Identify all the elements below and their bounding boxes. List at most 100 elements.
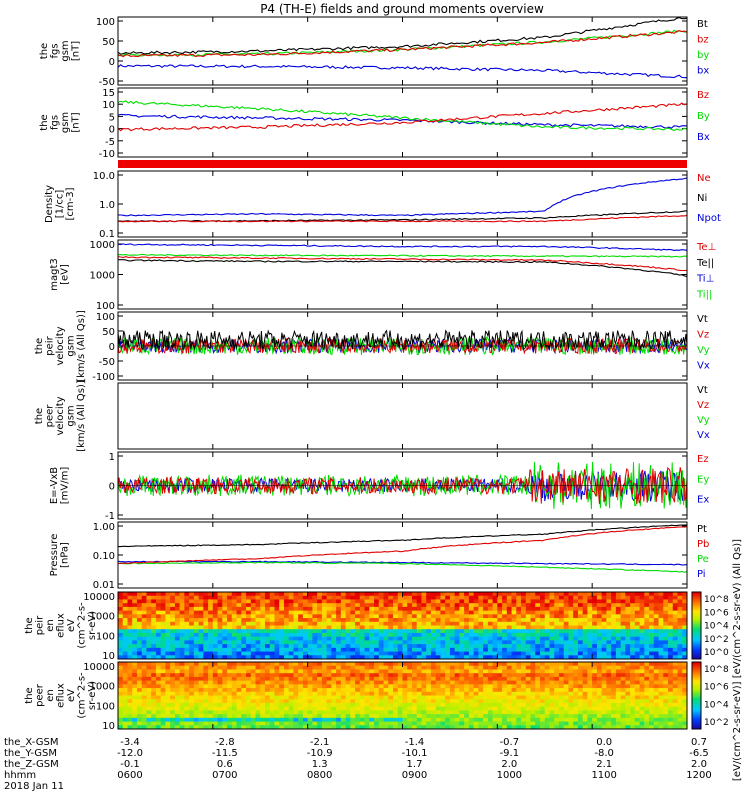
ylabel-line: [1/cc] <box>55 190 66 219</box>
heat-cell <box>440 614 446 619</box>
heat-cell <box>668 610 674 615</box>
heat-cell <box>506 662 513 667</box>
heat-cell <box>558 592 565 597</box>
heat-cell <box>544 680 551 685</box>
heat-cell <box>454 684 460 689</box>
heat-cell <box>298 691 304 697</box>
heat-cell <box>264 592 271 597</box>
heat-cell <box>549 595 555 601</box>
ytick-label: 100 <box>96 301 115 312</box>
heat-cell <box>611 629 617 634</box>
heat-cell <box>582 599 589 604</box>
heat-cell <box>497 651 503 656</box>
heat-cell <box>558 644 565 649</box>
heat-cell <box>293 702 299 708</box>
heat-cell <box>293 599 299 604</box>
colorbar-step <box>692 608 701 611</box>
heat-cell <box>454 691 460 697</box>
heat-cell <box>350 603 356 608</box>
heat-cell <box>355 676 361 682</box>
heat-cell <box>563 721 570 726</box>
heat-cell <box>274 669 280 674</box>
heat-cell <box>449 717 456 723</box>
heat-cell <box>473 595 479 601</box>
heat-cell <box>326 673 332 678</box>
heat-cell <box>663 621 669 627</box>
heat-cell <box>449 632 456 638</box>
heat-cell <box>293 640 299 645</box>
heat-cell <box>250 714 257 719</box>
ytick-label: 10.0 <box>93 171 115 182</box>
heat-cell <box>540 676 546 682</box>
heat-cell <box>430 606 437 612</box>
heat-cell <box>198 595 204 601</box>
heat-cell <box>321 721 328 726</box>
heat-cell <box>378 644 385 649</box>
heat-cell <box>264 665 271 671</box>
heat-cell <box>435 699 442 704</box>
colorbar-step <box>692 693 701 696</box>
heat-cell <box>122 706 129 711</box>
heat-cell <box>217 695 223 700</box>
heat-cell <box>283 606 290 612</box>
heat-cell <box>421 695 427 700</box>
heat-cell <box>445 603 451 608</box>
heat-cell <box>497 632 503 638</box>
heat-cell <box>625 725 631 729</box>
heat-cell <box>649 695 655 700</box>
heat-cell <box>634 684 641 689</box>
heat-cell <box>250 725 257 729</box>
heat-cell <box>521 632 527 638</box>
heat-cell <box>516 702 522 708</box>
heat-cell <box>478 592 484 597</box>
heat-cell <box>350 610 356 615</box>
heat-cell <box>321 655 328 659</box>
heat-cell <box>212 695 219 700</box>
heat-cell <box>236 629 242 634</box>
heat-cell <box>582 717 589 723</box>
heat-cell <box>184 632 190 638</box>
heat-cell <box>497 702 503 708</box>
heat-cell <box>293 725 299 729</box>
heat-cell <box>516 603 522 608</box>
heat-cell <box>478 595 484 601</box>
heat-cell <box>288 706 295 711</box>
heat-cell <box>132 647 138 653</box>
heat-cell <box>449 644 456 649</box>
heat-cell <box>464 662 470 667</box>
heat-cell <box>611 603 617 608</box>
heat-cell <box>630 603 636 608</box>
heat-cell <box>445 673 451 678</box>
heat-cell <box>592 706 598 711</box>
series-Ey <box>118 461 687 510</box>
heat-cell <box>227 599 233 604</box>
heat-cell <box>449 665 456 671</box>
heat-cell <box>136 669 143 674</box>
heat-cell <box>364 647 370 653</box>
heat-cell <box>573 702 579 708</box>
heat-cell <box>279 721 285 726</box>
heat-cell <box>141 688 148 693</box>
heat-cell <box>378 655 385 659</box>
heat-cell <box>558 599 565 604</box>
heat-cell <box>454 632 460 638</box>
heat-cell <box>677 640 683 645</box>
heat-cell <box>506 702 513 708</box>
heat-cell <box>122 599 129 604</box>
heat-cell <box>260 662 266 667</box>
heat-cell <box>473 629 479 634</box>
ylabel-line: sr-eV) <box>87 611 98 640</box>
heat-cell <box>549 621 555 627</box>
heat-cell <box>170 706 176 711</box>
heat-cell <box>298 610 304 615</box>
heat-cell <box>502 618 508 623</box>
heat-cell <box>241 595 247 601</box>
heat-cell <box>497 665 503 671</box>
heat-cell <box>682 721 687 726</box>
heat-cell <box>449 673 456 678</box>
heat-cell <box>369 691 375 697</box>
heat-cell <box>521 644 527 649</box>
heat-cell <box>397 621 404 627</box>
heat-cell <box>345 625 351 630</box>
heat-cell <box>231 702 238 708</box>
